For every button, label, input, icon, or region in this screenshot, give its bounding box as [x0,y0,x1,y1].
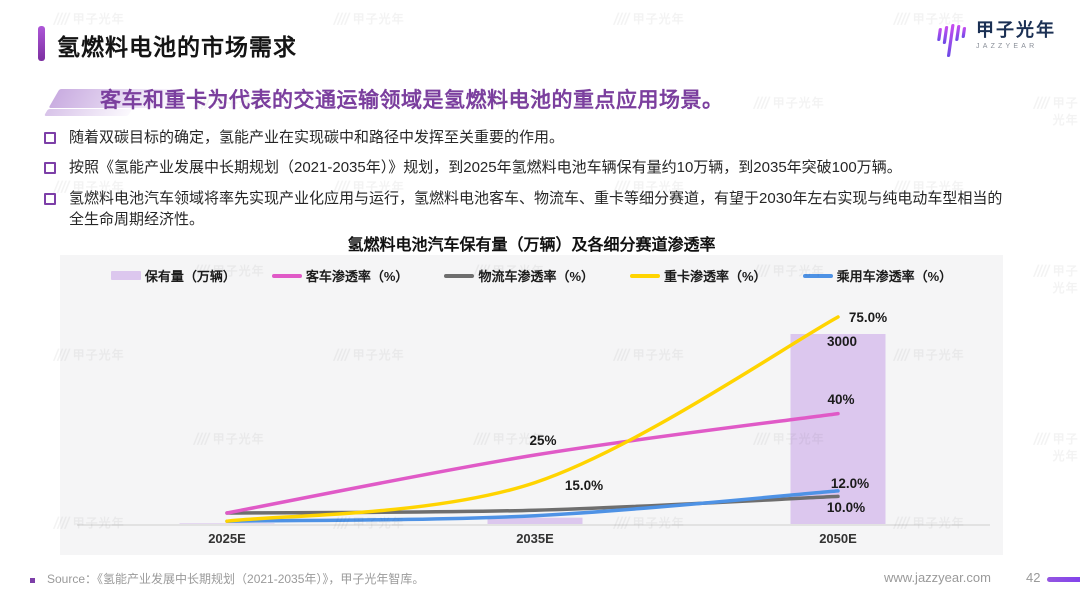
watermark-bars-icon: |||| [1031,430,1053,445]
bullet-text: 氢燃料电池汽车领域将率先实现产业化应用与运行，氢燃料电池客车、物流车、重卡等细分… [69,189,1003,228]
bar-2035E [487,517,583,524]
watermark-bars-icon: |||| [1031,262,1053,277]
legend-label: 物流车渗透率（%） [478,269,594,284]
legend-line-swatch [630,273,660,278]
legend-bar-swatch [110,271,141,280]
watermark-bars-icon: |||| [1031,94,1053,109]
value-label: 40% [827,392,854,407]
watermark: ||||甲子光年 [1031,262,1080,296]
watermark-text: 甲子光年 [772,96,825,110]
value-label: 15.0% [565,478,603,493]
chart-canvas: 2025E 2035E 2050E 25% 15.0% 75.0% 3000 40% 12.0%… [77,310,990,546]
watermark: ||||甲子光年 [1031,94,1080,128]
legend-item: 客车渗透率（%） [271,266,409,285]
watermark: ||||甲子光年 [751,94,825,111]
logo-subtext: JAZZYEAR [976,42,1038,50]
logo-name: 甲子光年 [976,20,1056,40]
legend-label: 乘用车渗透率（%） [836,269,953,284]
legend-item: 物流车渗透率（%） [444,266,594,285]
watermark-bars-icon: |||| [751,94,773,109]
watermark: ||||甲子光年 [1031,430,1080,464]
bullet-square-icon [44,162,56,175]
bullet-list: 随着双碳目标的确定，氢能产业在实现碳中和路径中发挥至关重要的作用。 按照《氢能产… [44,127,1009,239]
legend-item: 乘用车渗透率（%） [802,266,953,285]
watermark-bars-icon: |||| [891,10,913,25]
line-series-3 [225,489,840,523]
watermark: ||||甲子光年 [611,10,685,27]
watermark-text: 甲子光年 [632,12,685,26]
chart-panel: 2025E 2035E 2050E 25% 15.0% 75.0% 3000 40% 12.0%… [60,255,1003,555]
bar-2025E [179,523,275,524]
watermark-bars-icon: |||| [611,10,633,25]
value-label: 25% [529,433,556,448]
watermark: ||||甲子光年 [51,10,125,27]
line-series-1 [225,494,840,515]
page-number: 42 [1026,570,1041,585]
value-label: 75.0% [849,310,887,325]
bullet-item: 氢燃料电池汽车领域将率先实现产业化应用与运行，氢燃料电池客车、物流车、重卡等细分… [44,188,1009,231]
footer-website: www.jazzyear.com [884,570,991,585]
chart-title: 氢燃料电池汽车保有量（万辆）及各细分赛道渗透率 [347,237,716,254]
legend-label: 保有量（万辆） [144,269,236,284]
source-square-icon [30,578,35,583]
watermark-bars-icon: |||| [331,10,353,25]
legend-line-swatch [444,273,475,278]
legend-item: 保有量（万辆） [110,266,236,285]
line-series-0 [225,411,840,515]
legend-line-swatch [271,273,302,278]
watermark-text: 甲子光年 [72,12,125,26]
watermark-text: 甲子光年 [352,12,405,26]
line-series-2 [225,315,840,523]
corner-dash-decor [1047,577,1080,582]
title-accent-bar [38,26,45,61]
value-label: 10.0% [827,500,865,515]
legend-line-swatch [802,273,833,278]
bullet-square-icon [44,192,56,205]
watermark-text: 甲子光年 [1052,96,1079,127]
watermark-text: 甲子光年 [1052,264,1079,295]
bullet-square-icon [44,132,56,144]
logo-bars-icon [934,20,968,69]
value-label: 12.0% [831,476,869,491]
x-tick-label: 2035E [516,531,554,546]
brand-logo: 甲子光年 JAZZYEAR [934,20,1056,69]
x-tick-label: 2050E [819,531,857,546]
source-note: Source：《氢能产业发展中长期规划（2021-2035年）》，甲子光年智库。 [47,572,425,586]
bullet-text: 按照《氢能产业发展中长期规划（2021-2035年）》规划，到2025年氢燃料电… [69,159,902,177]
section-subtitle: 客车和重卡为代表的交通运输领域是氢燃料电池的重点应用场景。 [100,89,724,112]
legend-item: 重卡渗透率（%） [630,266,767,285]
x-tick-label: 2025E [208,531,246,546]
page-title: 氢燃料电池的市场需求 [57,34,297,60]
chart-legend: 保有量（万辆） 客车渗透率（%） 物流车渗透率（%） 重卡渗透率（%） 乘用车渗透率（%… [60,266,1003,285]
bullet-text: 随着双碳目标的确定，氢能产业在实现碳中和路径中发挥至关重要的作用。 [69,129,565,146]
watermark-bars-icon: |||| [51,10,73,25]
legend-label: 客车渗透率（%） [305,269,409,284]
watermark-text: 甲子光年 [1052,432,1079,463]
bullet-item: 随着双碳目标的确定，氢能产业在实现碳中和路径中发挥至关重要的作用。 [44,127,1009,148]
value-label: 3000 [827,334,857,349]
legend-label: 重卡渗透率（%） [664,269,767,284]
bullet-item: 按照《氢能产业发展中长期规划（2021-2035年）》规划，到2025年氢燃料电… [44,157,1009,178]
watermark: ||||甲子光年 [331,10,405,27]
